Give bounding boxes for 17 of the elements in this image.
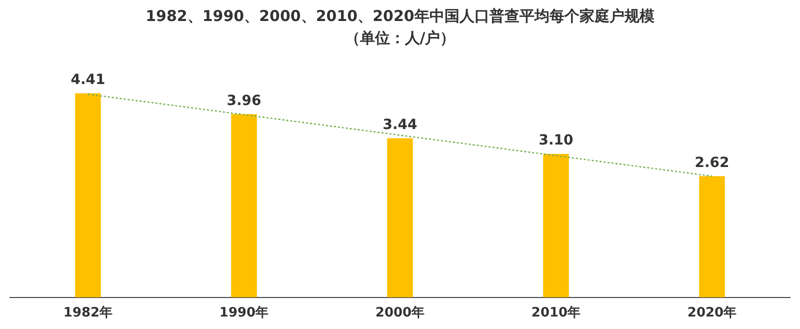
x-tick-label: 1982年: [63, 306, 113, 321]
data-label: 4.41: [70, 72, 106, 88]
bar: [231, 114, 257, 298]
bar: [699, 176, 725, 298]
chart-title: 1982、1990、2000、2010、2020年中国人口普查平均每个家庭户规模: [146, 6, 656, 25]
bar: [543, 154, 569, 298]
x-tick-label: 2010年: [531, 306, 581, 321]
x-tick-label: 2000年: [375, 306, 425, 321]
data-label: 3.96: [226, 92, 262, 109]
bar: [75, 93, 101, 298]
x-tick-label: 2020年: [687, 306, 737, 321]
data-label: 3.44: [382, 116, 418, 133]
x-tick-label: 1990年: [219, 306, 269, 321]
data-label: 3.10: [538, 132, 574, 149]
bar: [387, 138, 413, 298]
data-label: 2.62: [694, 154, 730, 171]
chart-subtitle: （单位：人/户）: [344, 28, 456, 47]
